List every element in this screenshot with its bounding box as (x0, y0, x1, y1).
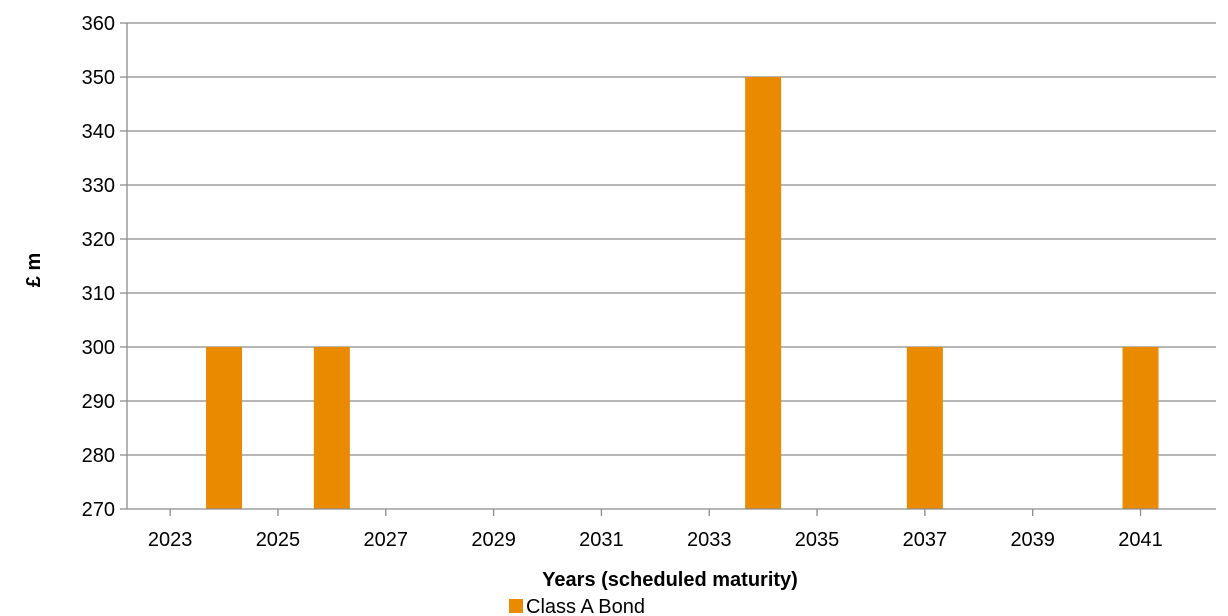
x-tick-label: 2035 (795, 529, 840, 551)
bar-2037 (906, 347, 943, 509)
axes (120, 22, 1216, 516)
legend-label-class-a-bond: Class A Bond (526, 596, 645, 616)
bar-2034 (745, 77, 782, 509)
x-tick-label: 2029 (471, 529, 516, 551)
legend-swatch (509, 599, 523, 613)
x-tick-label: 2037 (903, 529, 948, 551)
x-tick-label: 2031 (579, 529, 624, 551)
y-tick-label: 320 (82, 229, 115, 251)
gridlines (127, 22, 1216, 456)
bar-2026 (313, 347, 350, 509)
y-tick-label: 270 (82, 499, 115, 521)
x-tick-label: 2027 (364, 529, 409, 551)
x-tick-label: 2041 (1118, 529, 1163, 551)
bar-2024 (206, 347, 243, 509)
bars (206, 77, 1159, 509)
y-tick-label: 360 (82, 13, 115, 35)
y-tick-label: 350 (82, 67, 115, 89)
y-tick-label: 340 (82, 121, 115, 143)
bar-2041 (1122, 347, 1159, 509)
x-tick-label: 2039 (1010, 529, 1055, 551)
y-tick-labels: 270 280 290 300 310 320 330 340 350 360 (82, 13, 115, 521)
x-tick-label: 2023 (148, 529, 193, 551)
x-tick-label: 2033 (687, 529, 732, 551)
y-tick-label: 290 (82, 391, 115, 413)
y-tick-label: 330 (82, 175, 115, 197)
x-axis-title: Years (scheduled maturity) (542, 569, 798, 591)
y-axis-title: £ m (23, 253, 45, 287)
y-tick-label: 310 (82, 283, 115, 305)
x-tick-label: 2025 (256, 529, 301, 551)
x-tick-labels: 2023 2025 2027 2029 2031 2033 2035 2037 2039 2041 (148, 529, 1163, 551)
legend: Class A Bond (509, 596, 645, 616)
y-tick-label: 280 (82, 445, 115, 467)
y-tick-label: 300 (82, 337, 115, 359)
